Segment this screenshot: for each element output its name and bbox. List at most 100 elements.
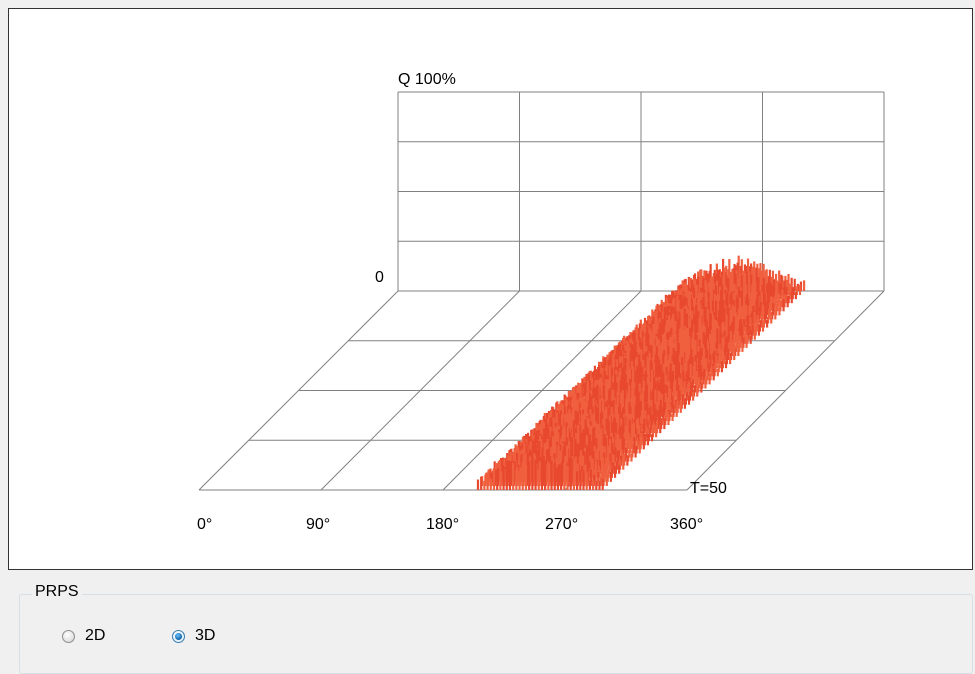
pulse-bar [778, 270, 781, 291]
pulse-bar [696, 386, 699, 397]
pulse-bar [560, 464, 563, 490]
pulse-bar [753, 311, 756, 328]
radio-2d-circle-icon[interactable] [62, 629, 75, 643]
pulse-bar [615, 461, 618, 470]
pulse-bar [652, 407, 655, 421]
pulse-bar [748, 283, 751, 312]
pulse-bar [476, 479, 480, 490]
radio-3d[interactable]: 3D [172, 627, 215, 645]
pulse-bar [600, 379, 603, 413]
pulse-bar [555, 402, 558, 417]
pulse-bar [687, 395, 691, 405]
pulse-bar [678, 390, 681, 405]
pulse-bar [766, 316, 770, 324]
pulse-bar [737, 345, 740, 356]
pulse-bar [692, 391, 695, 401]
pulse-bar [595, 481, 598, 490]
pulse-bar [760, 312, 763, 324]
pulse-bar [492, 468, 496, 490]
pulse-bar [676, 400, 679, 413]
pulse-bar [663, 418, 666, 430]
pulse-bar [707, 364, 710, 377]
x-tick-label-270: 270° [545, 516, 578, 533]
pulse-bar [716, 368, 719, 377]
pulse-bar [759, 320, 762, 328]
pulse-bar [654, 389, 657, 413]
pulse-bar [758, 307, 761, 320]
pulse-bar [634, 445, 637, 458]
pulse-bar [598, 481, 601, 490]
pulse-bar [616, 391, 619, 426]
pulse-bar [640, 433, 643, 446]
pulse-bar [699, 365, 703, 381]
pulse-bar [618, 459, 622, 470]
x-tick-label-180: 180° [426, 516, 459, 533]
pulse-bar [723, 307, 726, 336]
pulse-bar [766, 320, 769, 328]
pulse-bar [670, 402, 673, 413]
pulse-bar [710, 344, 713, 365]
pulse-bar [746, 315, 749, 332]
radio-3d-label[interactable]: 3D [195, 627, 216, 644]
pulse-bar [725, 355, 729, 365]
prps-group-title: PRPS [32, 583, 82, 601]
pulse-bar [589, 469, 592, 486]
y-zero-label: 0 [375, 269, 384, 286]
pulse-bar [682, 386, 685, 401]
pulse-bar [694, 375, 698, 389]
pulse-bar [654, 408, 657, 426]
pulse-bar [747, 331, 750, 340]
pulse-bar [651, 426, 655, 438]
pulse-bar [602, 457, 605, 474]
pulse-bar [628, 419, 631, 442]
pulse-bar [579, 469, 582, 490]
pulse-bar [626, 411, 629, 438]
pulse-bar [729, 310, 732, 336]
y-axis-label: Q 100% [398, 71, 456, 88]
pulse-bar [719, 353, 722, 365]
pulse-bar [668, 388, 672, 405]
prps-3d-chart: Q 100% 0 T=50 0° 90° 180° 270° 360° [197, 71, 885, 533]
pulse-bar [740, 306, 744, 328]
pulse-bar [717, 364, 720, 373]
pulse-bar [664, 392, 668, 409]
pulse-bar [638, 443, 641, 454]
pulse-bar [648, 428, 651, 438]
pulse-bar [608, 461, 611, 474]
pulse-bar [483, 480, 486, 490]
pulse-bar [718, 359, 721, 369]
pulse-bar [738, 320, 742, 336]
pulse-bar [753, 329, 756, 340]
pulse-bar [689, 385, 693, 397]
pulse-bar [633, 437, 636, 450]
pulse-bar [692, 365, 695, 385]
pulse-bar [540, 459, 544, 490]
pulse-bar [535, 422, 538, 434]
pulse-bar [774, 310, 777, 320]
pulse-bar [771, 285, 775, 304]
pulse-bar [763, 293, 766, 312]
pulse-bar [638, 425, 641, 442]
pulse-bar [611, 442, 614, 462]
radio-3d-circle-icon[interactable] [172, 629, 185, 643]
radio-selected-dot-icon [175, 632, 182, 640]
pulse-bar [683, 398, 687, 409]
pulse-bar [779, 301, 782, 312]
pulse-bar [575, 385, 578, 401]
pulse-bar [708, 376, 711, 385]
pulse-bar [721, 337, 724, 356]
radio-2d-label[interactable]: 2D [85, 627, 106, 644]
pulse-bar [550, 461, 553, 490]
pulse-bar [505, 461, 508, 490]
radio-2d[interactable]: 2D [62, 627, 105, 645]
pulse-bar [642, 424, 645, 438]
chart-labels: Q 100% 0 T=50 0° 90° 180° 270° 360° [197, 71, 727, 533]
pulse-bar [618, 343, 622, 365]
pulse-bar [761, 304, 764, 320]
pulse-bar [594, 461, 597, 478]
pulse-bar [621, 442, 624, 458]
pulse-bar [744, 326, 747, 340]
pulse-bar [661, 407, 665, 421]
pulse-bar [643, 433, 646, 446]
pulse-bar [793, 278, 796, 291]
